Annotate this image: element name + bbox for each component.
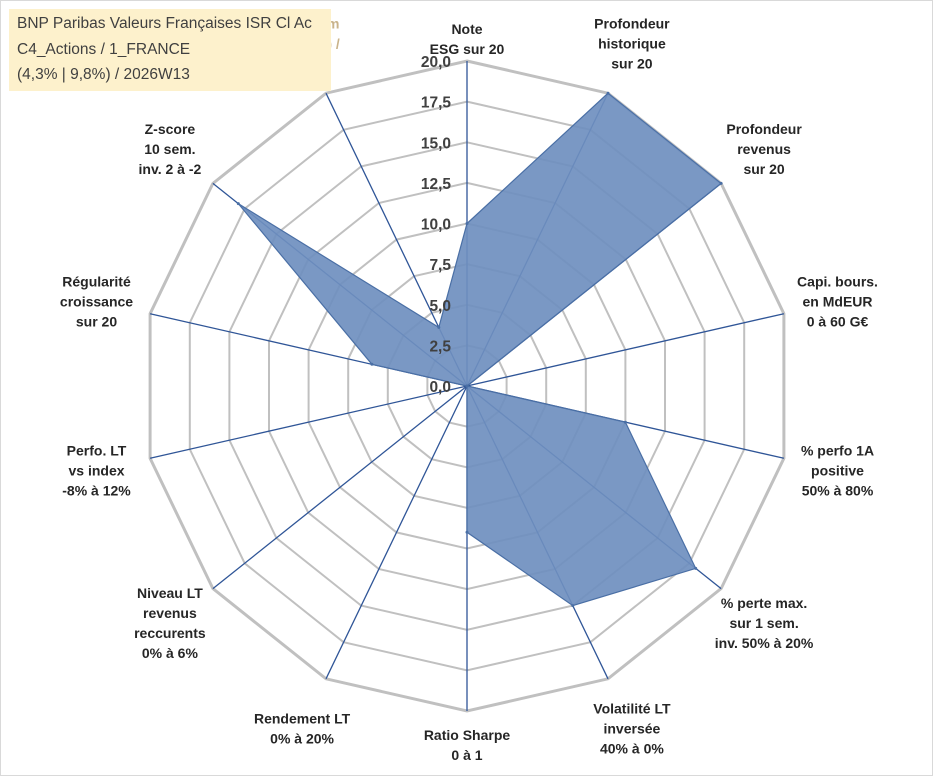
series-point-13 [437,325,441,329]
axis-label-line: Z-score [145,121,196,137]
axis-label-line: 40% à 0% [600,740,664,756]
axis-label-line: vs index [68,463,124,479]
series-point-6 [571,604,575,608]
series-point-4 [623,420,627,424]
axis-label-10: Perfo. LT vs index -8% à 12% [62,443,131,499]
tick-label-2: 5,0 [429,298,451,315]
axis-label-8: Rendement LT 0% à 20% [254,710,351,746]
axis-label-5: % perte max. sur 1 sem. inv. 50% à 20% [715,595,814,651]
axis-label-line: 0% à 20% [270,730,334,746]
tick-label-8: 20,0 [421,54,451,71]
tick-label-6: 15,0 [421,135,451,152]
axis-spoke-10 [149,385,468,459]
axis-spoke-8 [325,385,468,680]
title-line-period: (4,3% | 9,8%) / 2026W13 [17,66,190,83]
series-point-2 [719,181,723,185]
axis-label-line: sur 20 [743,161,784,177]
axis-label-line: Volatilité LT [593,700,671,716]
axis-label-line: en MdEUR [803,293,873,309]
title-box: BNP Paribas Valeurs Françaises ISR Cl Ac… [9,9,331,91]
axis-label-7: Ratio Sharpe 0 à 1 [424,727,511,763]
axis-label-line: % perfo 1A [801,443,874,459]
axis-label-line: inversée [603,720,660,736]
series-point-5 [694,566,698,570]
axis-label-line: Niveau LT [137,585,203,601]
series-point-7 [465,530,469,534]
axis-label-4: % perfo 1A positive 50% à 80% [801,443,874,499]
tick-label-5: 12,5 [421,176,452,193]
radar-tick-labels: 0,0 2,5 5,0 7,5 10,0 12,5 15,0 17,5 20,0 [421,54,452,396]
axis-spoke-3 [466,313,785,387]
tick-label-1: 2,5 [429,338,451,355]
axis-label-line: Profondeur [594,16,670,32]
axis-label-line: sur 20 [611,56,652,72]
radar-series [236,91,723,608]
axis-label-9: Niveau LT revenus reccurents 0% à 6% [134,585,206,661]
axis-label-line: Perfo. LT [67,443,127,459]
axis-label-6: Volatilité LT inversée 40% à 0% [593,700,671,756]
axis-label-line: Profondeur [726,121,802,137]
axis-label-line: 10 sem. [144,141,195,157]
title-line-category: C4_Actions / 1_FRANCE [17,41,191,58]
series-point-12 [236,202,240,206]
axis-label-line: inv. 50% à 20% [715,635,814,651]
series-point-1 [606,91,610,95]
axis-label-line: sur 20 [76,313,117,329]
axis-spoke-9 [212,385,468,590]
tick-label-0: 0,0 [429,379,451,396]
axis-label-line: Rendement LT [254,710,351,726]
axis-label-line: inv. 2 à -2 [139,161,202,177]
axis-label-0: Note ESG sur 20 [430,21,505,57]
tick-label-7: 17,5 [421,95,452,112]
axis-label-12: Z-score 10 sem. inv. 2 à -2 [139,121,202,177]
series-point-10 [465,384,469,388]
axis-label-line: sur 1 sem. [729,615,798,631]
axis-label-line: Capi. bours. [797,273,878,289]
tick-label-3: 7,5 [429,257,451,274]
series-area [237,92,723,607]
axis-label-line: 0% à 6% [142,645,199,661]
axis-label-line: historique [598,36,666,52]
axis-label-line: 0 à 1 [451,747,482,763]
axis-label-2: Profondeur revenus sur 20 [726,121,802,177]
axis-label-line: % perte max. [721,595,807,611]
axis-label-1: Profondeur historique sur 20 [594,16,670,72]
axis-label-3: Capi. bours. en MdEUR 0 à 60 G€ [797,273,878,329]
axis-label-line: Régularité [62,273,131,289]
axis-label-line: 0 à 60 G€ [807,313,869,329]
axis-label-line: revenus [737,141,791,157]
axis-label-line: croissance [60,293,133,309]
radar-axis-labels: Note ESG sur 20 Profondeur historique sur 20… [60,16,878,763]
series-point-0 [465,222,469,225]
axis-label-line: Ratio Sharpe [424,727,511,743]
axis-label-line: reccurents [134,625,206,641]
axis-label-line: revenus [143,605,197,621]
axis-label-line: -8% à 12% [62,483,131,499]
axis-label-line: ESG sur 20 [430,41,505,57]
title-line-fund: BNP Paribas Valeurs Françaises ISR Cl Ac [17,15,312,32]
axis-label-line: positive [811,463,864,479]
axis-label-line: 50% à 80% [802,483,874,499]
tick-label-4: 10,0 [421,217,451,234]
axis-label-line: Note [451,21,482,37]
series-point-11 [370,362,374,366]
axis-label-11: Régularité croissance sur 20 [60,273,133,329]
